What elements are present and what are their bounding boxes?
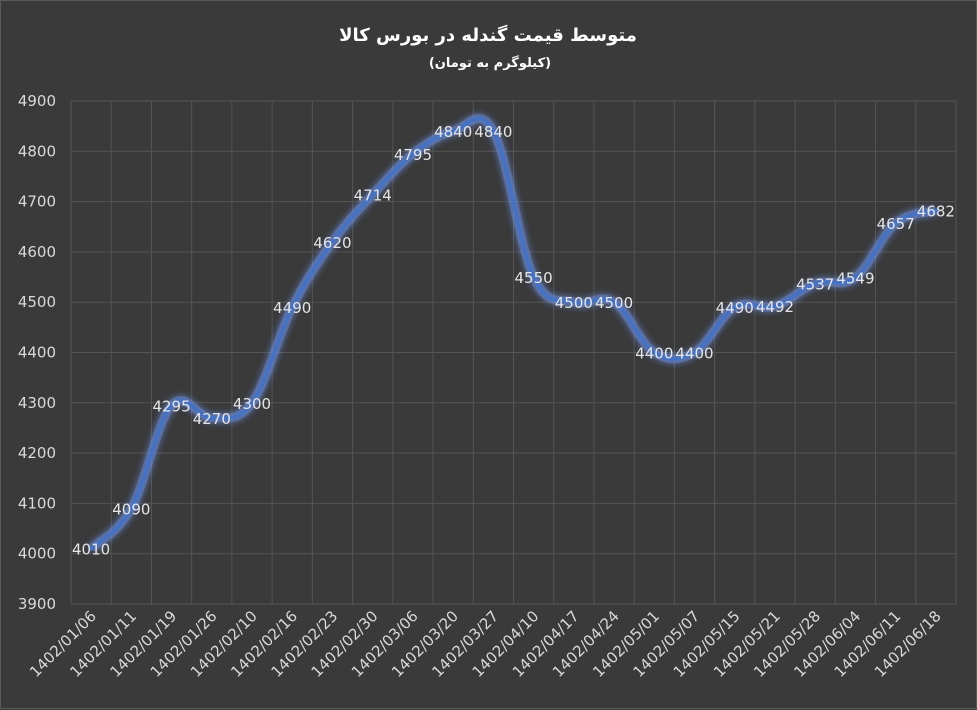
data-label: 4714: [354, 187, 392, 205]
data-label: 4490: [273, 299, 311, 317]
data-point: [732, 305, 737, 310]
data-label: 4657: [877, 215, 915, 233]
data-point: [692, 350, 697, 355]
data-point: [933, 208, 938, 213]
data-point: [89, 546, 94, 551]
data-point: [410, 151, 415, 156]
y-tick-label: 4400: [18, 344, 56, 362]
y-tick-label: 4700: [18, 193, 56, 211]
data-label: 4400: [675, 345, 713, 363]
data-point: [612, 300, 617, 305]
data-label: 4500: [555, 294, 593, 312]
data-label: 4492: [756, 298, 794, 316]
data-point: [772, 304, 777, 309]
data-point: [250, 400, 255, 405]
data-label: 4682: [917, 203, 955, 221]
data-point: [209, 415, 214, 420]
data-point: [169, 403, 174, 408]
data-point: [531, 275, 536, 280]
y-tick-label: 4900: [18, 92, 56, 110]
data-label: 4550: [515, 269, 553, 287]
data-label: 4300: [233, 395, 271, 413]
data-label: 4840: [474, 123, 512, 141]
data-point: [893, 221, 898, 226]
data-point: [290, 305, 295, 310]
data-label: 4620: [313, 234, 351, 252]
data-point: [571, 300, 576, 305]
data-label: 4500: [595, 294, 633, 312]
data-point: [370, 192, 375, 197]
data-label: 4840: [434, 123, 472, 141]
data-label: 4295: [152, 397, 190, 415]
chart-title: متوسط قیمت گندله در بورس کالا: [339, 24, 637, 46]
data-label: 4490: [716, 299, 754, 317]
y-tick-label: 4200: [18, 444, 56, 462]
data-label: 4010: [72, 541, 110, 559]
y-tick-label: 4000: [18, 545, 56, 563]
data-point: [451, 129, 456, 134]
y-tick-label: 3900: [18, 595, 56, 613]
data-label: 4090: [112, 500, 150, 518]
y-tick-label: 4100: [18, 494, 56, 512]
data-label: 4400: [635, 345, 673, 363]
data-point: [491, 129, 496, 134]
data-label: 4537: [796, 276, 834, 294]
data-label: 4270: [193, 410, 231, 428]
data-point: [330, 239, 335, 244]
data-point: [813, 281, 818, 286]
y-axis-ticks: 3900 4000 4100 4200 4300 4400 4500 4600 4700 4800…: [18, 92, 56, 613]
data-point: [129, 506, 134, 511]
data-point: [853, 275, 858, 280]
y-tick-label: 4300: [18, 394, 56, 412]
data-point: [652, 350, 657, 355]
x-axis-ticks: 1402/01/061402/01/111402/01/191402/01/26…: [26, 607, 945, 681]
gridlines: [70, 100, 957, 605]
y-tick-label: 4600: [18, 243, 56, 261]
y-tick-label: 4800: [18, 142, 56, 160]
series-line: [89, 116, 938, 551]
data-label: 4795: [394, 146, 432, 164]
data-label: 4549: [836, 270, 874, 288]
series-line-group: [87, 114, 938, 553]
data-labels: 4010409042954270430044904620471447954840…: [72, 123, 955, 558]
y-tick-label: 4500: [18, 293, 56, 311]
chart-subtitle: (کیلوگرم به تومان): [429, 55, 551, 71]
